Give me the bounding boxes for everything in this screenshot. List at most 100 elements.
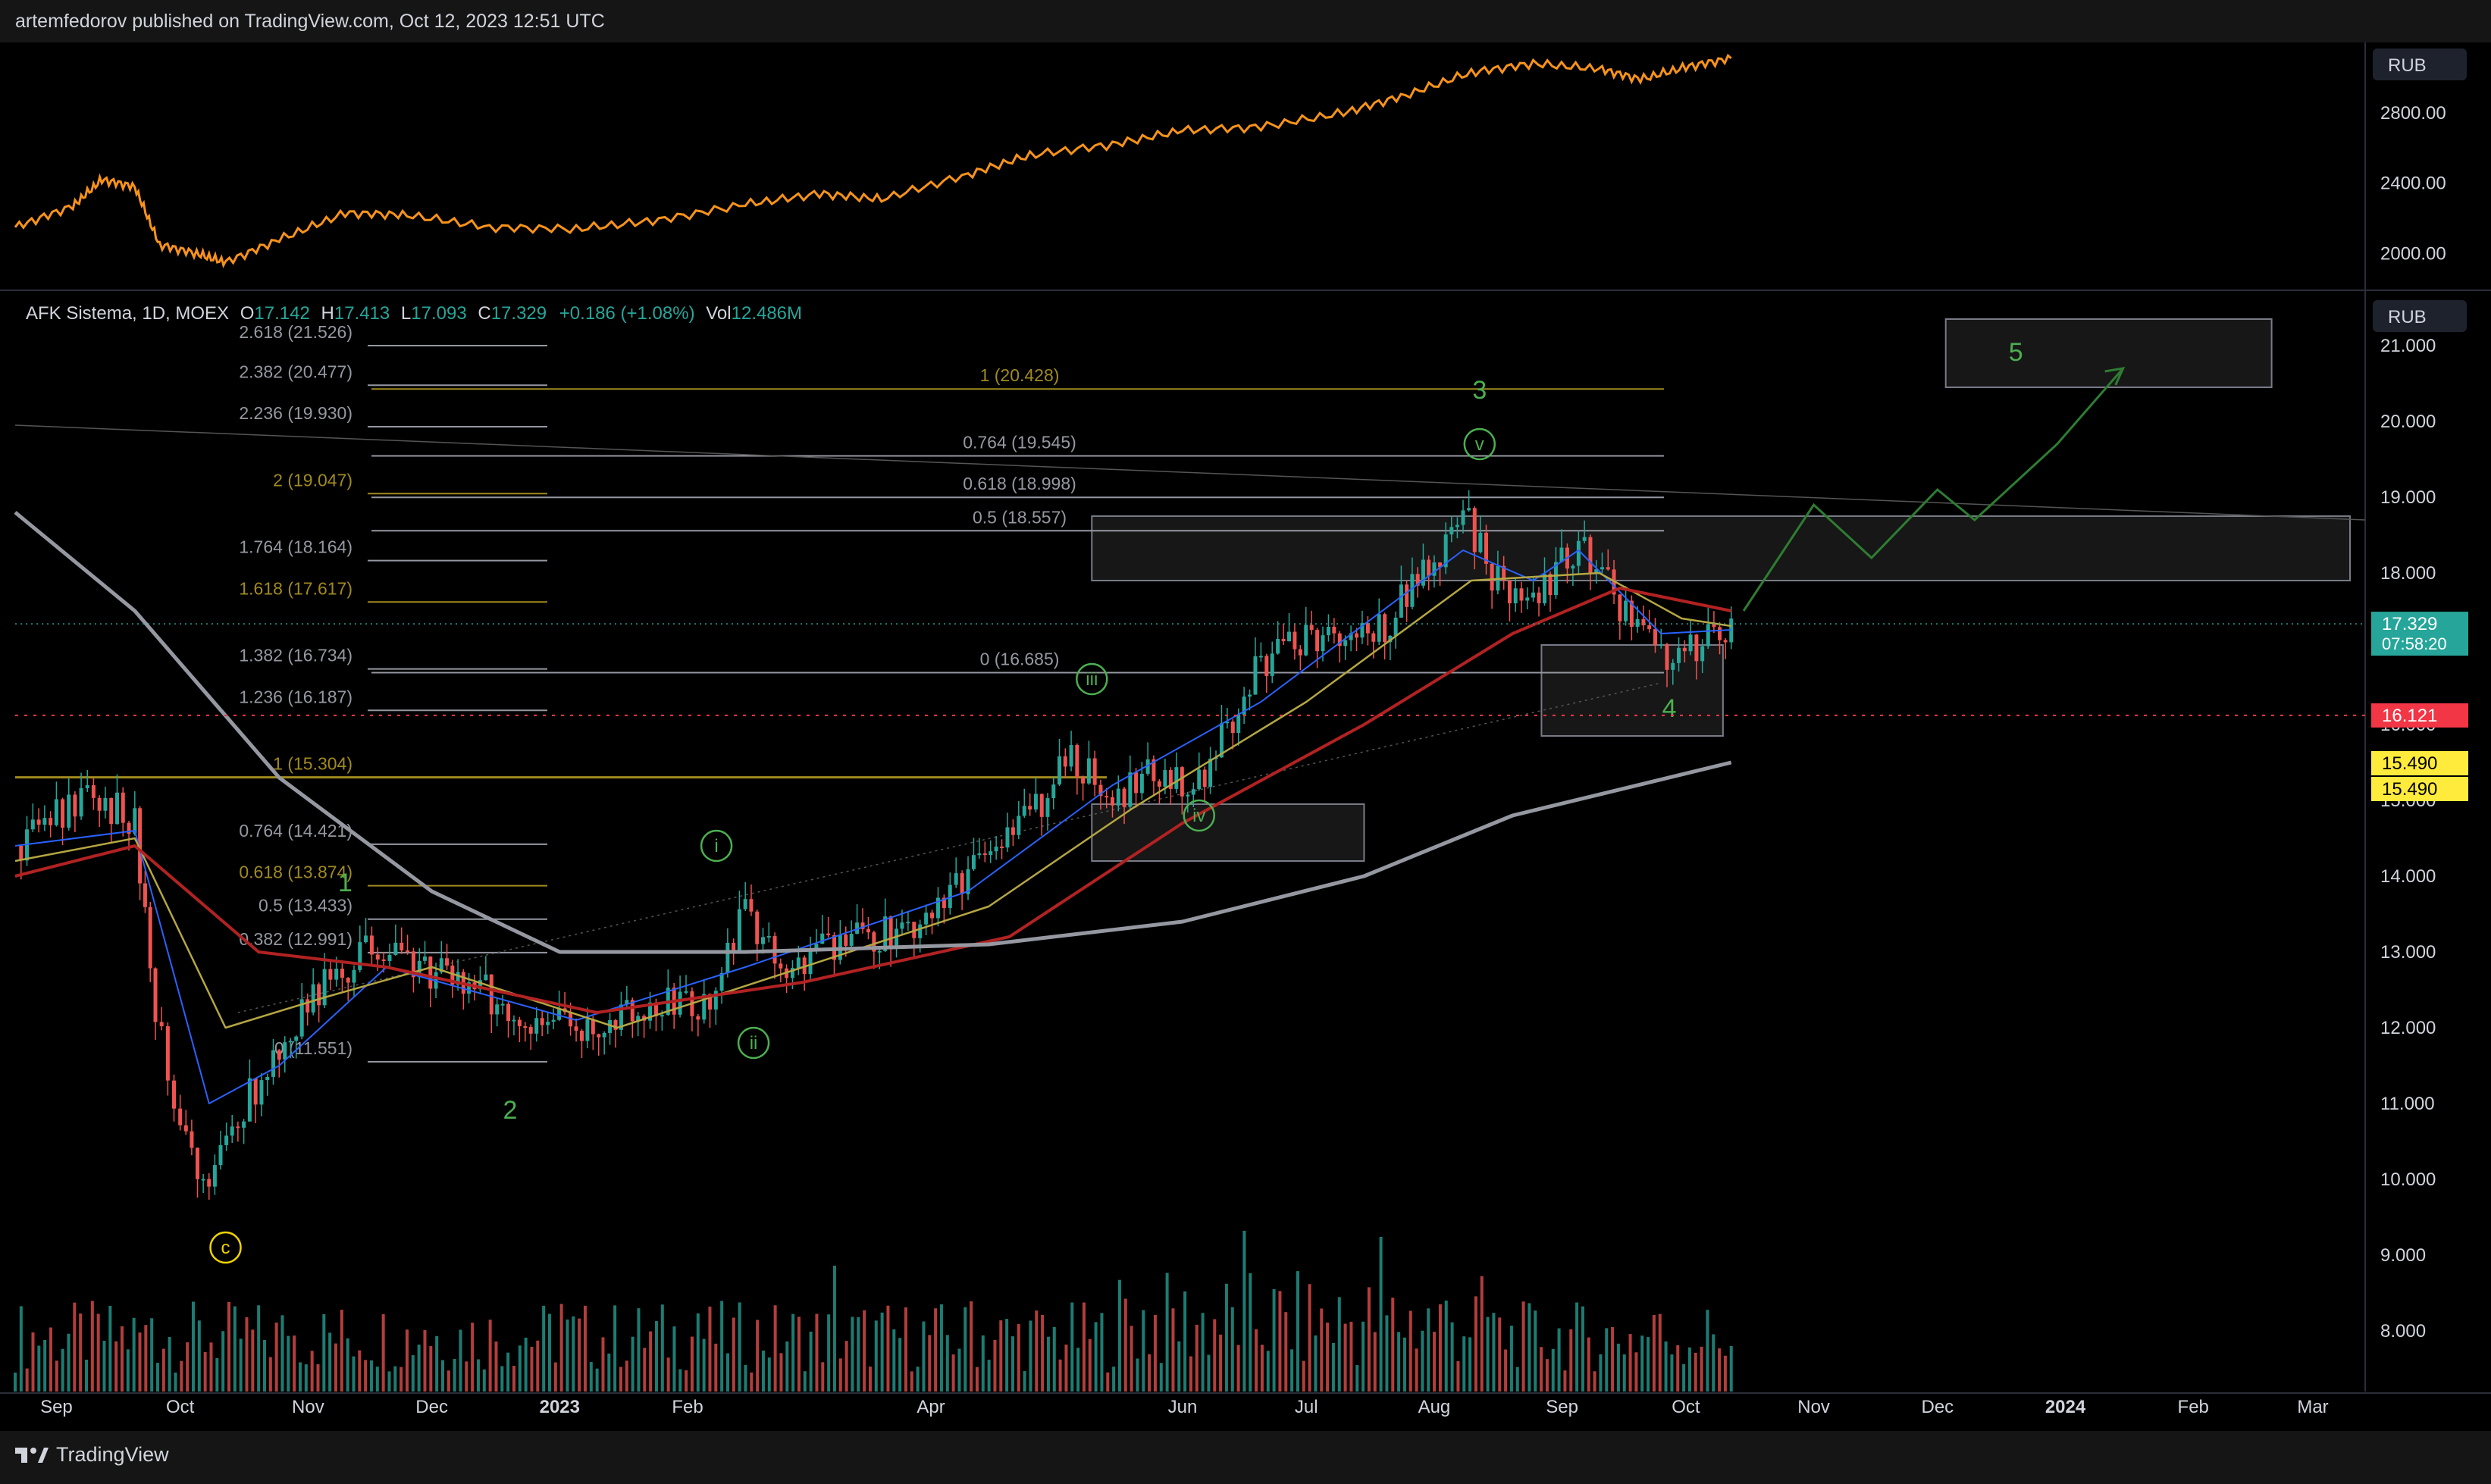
- candle-body: [1723, 640, 1728, 643]
- volume-bar: [1528, 1303, 1531, 1392]
- candle-body: [1321, 635, 1325, 652]
- wave-label: ii: [750, 1033, 758, 1054]
- candle-body: [602, 1032, 606, 1038]
- volume-bar: [1415, 1348, 1418, 1392]
- candle-body: [294, 1036, 299, 1041]
- volume-bar: [262, 1339, 266, 1392]
- volume-bar: [494, 1342, 498, 1392]
- candle-body: [1360, 623, 1365, 638]
- candle-body: [450, 965, 455, 985]
- candle-body: [1098, 784, 1103, 797]
- price-chart[interactable]: 2000.00 2400.00 2800.00 RUB 8.000 9.000 10.000…: [0, 42, 2491, 1431]
- volume-bar: [1670, 1354, 1674, 1392]
- candle-body: [796, 957, 801, 969]
- volume-bar: [868, 1367, 872, 1392]
- volume-bar: [1189, 1356, 1192, 1392]
- wave-label-circle: [1183, 799, 1216, 832]
- candle-body: [954, 873, 958, 885]
- fib-level-label: 1.236 (16.187): [239, 687, 352, 706]
- volume-bar: [1017, 1324, 1020, 1392]
- candle-body: [1405, 584, 1409, 607]
- price-axis-tick: 11.000: [2380, 1094, 2435, 1114]
- index-panel: 2000.00 2400.00 2800.00 RUB: [14, 49, 2467, 268]
- candle-body: [725, 942, 730, 973]
- time-axis-tick: Jun: [1168, 1397, 1198, 1417]
- candle-body: [143, 883, 147, 907]
- fib-level-label: 0 (16.685): [980, 650, 1060, 669]
- volume-bar: [1468, 1337, 1472, 1392]
- volume-bar: [595, 1368, 599, 1392]
- volume-bar: [761, 1350, 765, 1392]
- candle-body: [942, 897, 946, 908]
- volume-bar: [512, 1366, 515, 1392]
- volume-bar: [720, 1301, 724, 1392]
- volume-bar: [73, 1302, 77, 1392]
- volume-bar: [1718, 1348, 1722, 1392]
- candle-body: [73, 794, 77, 817]
- candle-body: [872, 932, 876, 952]
- volume-bar: [702, 1338, 706, 1392]
- candle-body: [528, 1027, 533, 1034]
- volume-bar: [928, 1335, 932, 1392]
- candle-body: [103, 797, 108, 811]
- price-axis-tick: 19.000: [2380, 487, 2436, 508]
- price-axis-tick: 13.000: [2380, 942, 2436, 963]
- volume-bar: [1498, 1317, 1502, 1392]
- candle-body: [855, 922, 860, 935]
- candle-body: [1665, 644, 1669, 670]
- volume-bar: [488, 1320, 492, 1392]
- candle-body: [277, 1050, 281, 1060]
- candle-body: [212, 1165, 217, 1187]
- candle-body: [1045, 798, 1050, 817]
- volume-bar: [583, 1305, 587, 1392]
- volume-bar: [453, 1358, 456, 1392]
- price-axis-tick: 18.000: [2380, 563, 2436, 584]
- candle-body: [375, 954, 380, 960]
- volume-bar: [1474, 1296, 1477, 1392]
- volume-bar: [851, 1317, 854, 1392]
- volume-bar: [150, 1318, 154, 1392]
- price-tag-countdown: 07:58:20: [2382, 634, 2447, 653]
- tradingview-brand[interactable]: TradingView: [15, 1443, 169, 1467]
- candle-body: [85, 784, 89, 789]
- currency-badge-main: [2373, 300, 2467, 332]
- candle-body: [1081, 777, 1086, 784]
- volume-bar: [690, 1336, 694, 1392]
- volume-bar: [981, 1335, 985, 1392]
- candle-body: [888, 916, 893, 950]
- candle-body: [1075, 745, 1079, 778]
- candle-body: [966, 869, 970, 894]
- candle-body: [1455, 524, 1459, 528]
- volume-bar: [1136, 1358, 1139, 1392]
- volume-bar: [566, 1319, 569, 1392]
- candle-body: [201, 1179, 205, 1181]
- volume-bar: [553, 1362, 557, 1392]
- volume-bar: [1207, 1354, 1211, 1392]
- fib-level-label: 2.618 (21.526): [239, 322, 352, 342]
- wave-label: 5: [2009, 338, 2023, 367]
- candle-body: [489, 974, 494, 1015]
- volume-bar: [1509, 1326, 1513, 1392]
- candle-body: [653, 1002, 658, 1016]
- volume-bar: [696, 1313, 700, 1392]
- volume-bar: [435, 1335, 439, 1392]
- legend-close: 17.329: [490, 303, 547, 324]
- candle-body: [1582, 537, 1587, 541]
- legend-vol-label: Vol: [706, 303, 732, 324]
- candle-body: [948, 884, 952, 908]
- candle-body: [1309, 625, 1314, 631]
- publish-header: artemfedorov published on TradingView.co…: [0, 0, 2491, 42]
- candle-body: [178, 1108, 183, 1126]
- volume-bar: [1676, 1345, 1680, 1392]
- candle-body: [328, 969, 333, 980]
- volume-bar: [1575, 1302, 1579, 1392]
- volume-bar: [1628, 1334, 1632, 1392]
- moving-average-grey: [14, 511, 1732, 954]
- candle-body: [982, 853, 987, 856]
- volume-bar: [1569, 1329, 1573, 1392]
- volume-bar: [387, 1371, 391, 1392]
- zone-box: [1091, 515, 2351, 581]
- volume-bar: [1041, 1314, 1045, 1392]
- candle-body: [1682, 647, 1687, 652]
- candle-body: [636, 1016, 641, 1022]
